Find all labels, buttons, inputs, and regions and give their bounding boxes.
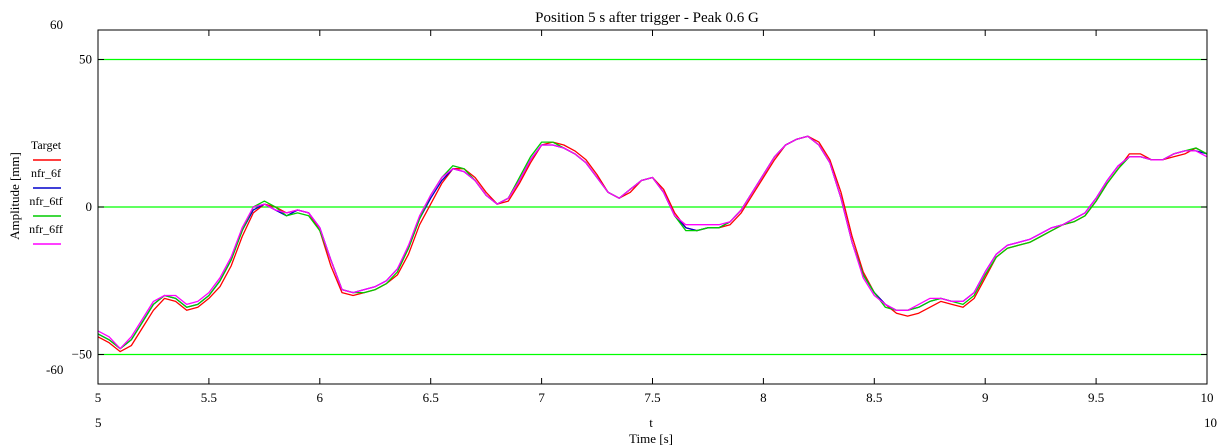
x-tick-label: 9 [982,390,989,405]
series-line-target [97,135,1208,353]
x-tick-label: 5.5 [201,390,217,405]
x-axis-title: Time [s] [629,431,673,446]
legend: Target nfr_6f nfr_6tf nfr_6ff [29,138,63,245]
y-axis-title: Amplitude [mm] [7,152,22,240]
x-tick-label: 6 [317,390,324,405]
y-tick-label: 50 [79,52,92,67]
legend-label: nfr_6tf [29,194,62,208]
x-variable-label: t [649,415,653,430]
x-tick-label: 5 [95,390,102,405]
series-line-nfr-6ff [97,135,1208,350]
x-tick-label: 6.5 [423,390,439,405]
x-tick-label: 8 [760,390,767,405]
y-tick-labels: −50 0 50 [72,52,92,362]
y-max-label: 60 [50,17,63,32]
legend-label: nfr_6f [31,166,61,180]
x-tick-label: 10 [1201,390,1214,405]
y-tick-label: 0 [86,199,93,214]
x-tick-labels: 5 5.5 6 6.5 7 7.5 8 8.5 9 9.5 10 [95,390,1214,405]
axis-ticks [97,30,1208,384]
series-line-nfr-6f [97,135,1208,350]
chart-title: Position 5 s after trigger - Peak 0.6 G [535,10,759,26]
y-min-label: -60 [46,362,63,377]
y-tick-label: −50 [72,347,92,362]
legend-label: nfr_6ff [29,222,63,236]
x-max-label: 10 [1204,415,1217,430]
x-tick-label: 9.5 [1088,390,1104,405]
x-tick-label: 7 [538,390,545,405]
x-tick-label: 8.5 [866,390,882,405]
gridlines [98,58,1207,356]
x-tick-label: 7.5 [644,390,660,405]
series-layer [97,135,1208,353]
legend-label: Target [31,138,62,152]
x-min-label: 5 [95,415,102,430]
series-line-nfr-6tf [97,135,1208,350]
